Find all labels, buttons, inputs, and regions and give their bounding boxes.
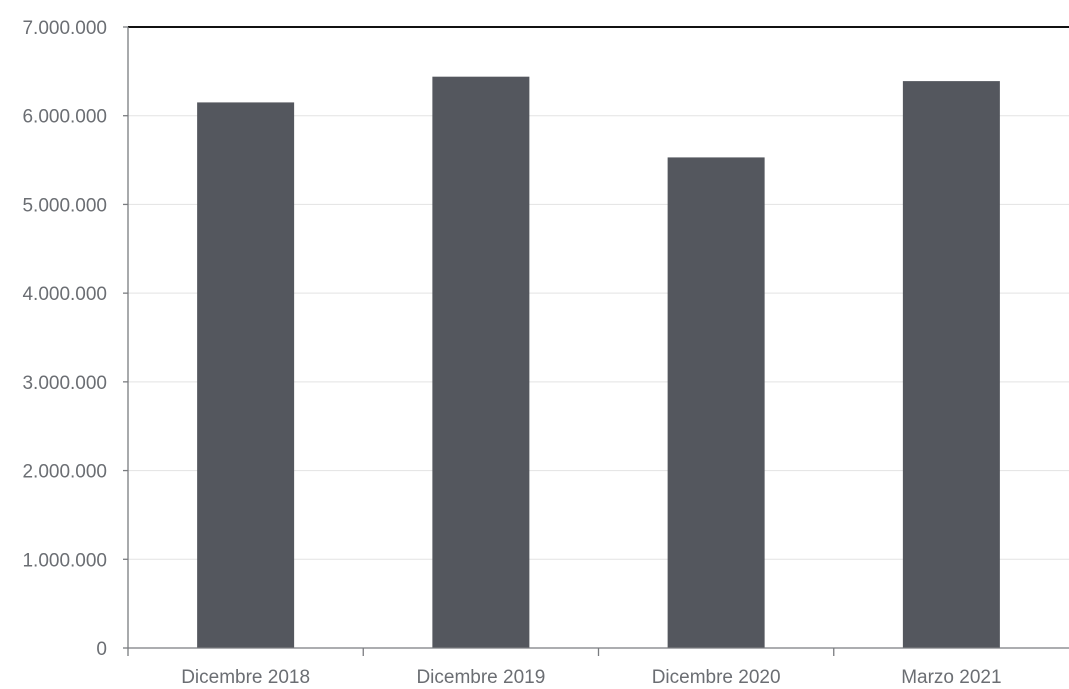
y-tick-label: 1.000.000	[22, 550, 107, 571]
bar	[197, 102, 295, 648]
y-tick-label: 2.000.000	[22, 462, 107, 483]
y-tick-label: 6.000.000	[22, 107, 107, 128]
x-axis-tick-labels: Dicembre 2018 Dicembre 2019 Dicembre 2020 M…	[181, 667, 1001, 688]
bar	[902, 81, 1000, 648]
y-tick-label: 7.000.000	[22, 18, 107, 39]
x-tick-label: Marzo 2021	[901, 667, 1001, 688]
bar	[432, 76, 530, 649]
y-tick-label: 4.000.000	[22, 284, 107, 305]
bar	[667, 157, 765, 648]
axes	[123, 26, 1069, 656]
x-tick-label: Dicembre 2019	[416, 667, 545, 688]
y-axis-tick-labels: 0 1.000.000 2.000.000 3.000.000 4.000.000 5.0…	[22, 18, 107, 660]
x-tick-label: Dicembre 2020	[652, 667, 781, 688]
bars	[197, 76, 1000, 649]
x-tick-label: Dicembre 2018	[181, 667, 310, 688]
y-tick-label: 5.000.000	[22, 195, 107, 216]
y-tick-label: 3.000.000	[22, 373, 107, 394]
y-tick-label: 0	[96, 639, 107, 660]
